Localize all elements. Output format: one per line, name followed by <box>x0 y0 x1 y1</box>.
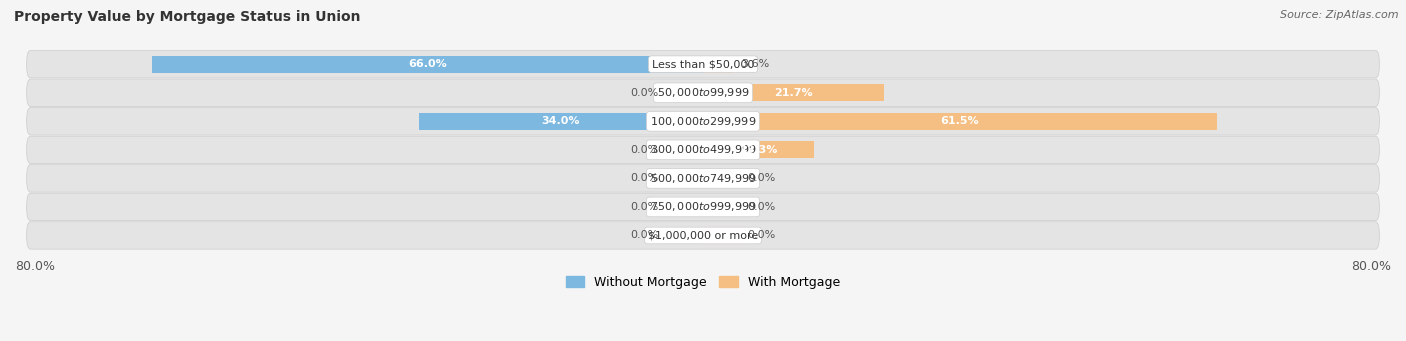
Bar <box>703 84 884 101</box>
Text: 0.0%: 0.0% <box>747 202 776 212</box>
Legend: Without Mortgage, With Mortgage: Without Mortgage, With Mortgage <box>561 271 845 294</box>
Text: 3.6%: 3.6% <box>741 59 769 69</box>
Text: 0.0%: 0.0% <box>630 88 659 98</box>
Bar <box>419 113 703 130</box>
Text: 0.0%: 0.0% <box>630 202 659 212</box>
Bar <box>661 198 703 216</box>
Text: Source: ZipAtlas.com: Source: ZipAtlas.com <box>1281 10 1399 20</box>
Text: $50,000 to $99,999: $50,000 to $99,999 <box>657 86 749 99</box>
Text: $100,000 to $299,999: $100,000 to $299,999 <box>650 115 756 128</box>
Text: $300,000 to $499,999: $300,000 to $499,999 <box>650 143 756 157</box>
Bar <box>703 198 745 216</box>
Text: 0.0%: 0.0% <box>747 173 776 183</box>
FancyBboxPatch shape <box>27 50 1379 78</box>
Text: 61.5%: 61.5% <box>941 116 979 126</box>
Bar <box>703 113 1216 130</box>
Bar <box>703 227 745 244</box>
FancyBboxPatch shape <box>27 108 1379 135</box>
Text: Property Value by Mortgage Status in Union: Property Value by Mortgage Status in Uni… <box>14 10 360 24</box>
Text: $1,000,000 or more: $1,000,000 or more <box>648 231 758 240</box>
Text: $750,000 to $999,999: $750,000 to $999,999 <box>650 201 756 213</box>
Bar <box>661 84 703 101</box>
FancyBboxPatch shape <box>27 136 1379 164</box>
Text: 13.3%: 13.3% <box>740 145 778 155</box>
FancyBboxPatch shape <box>27 79 1379 106</box>
Bar <box>661 141 703 159</box>
Bar <box>703 170 745 187</box>
Bar <box>703 141 814 159</box>
FancyBboxPatch shape <box>27 222 1379 249</box>
FancyBboxPatch shape <box>27 193 1379 221</box>
Text: $500,000 to $749,999: $500,000 to $749,999 <box>650 172 756 185</box>
Bar <box>661 227 703 244</box>
Bar <box>152 56 703 73</box>
Text: 21.7%: 21.7% <box>775 88 813 98</box>
Text: 66.0%: 66.0% <box>408 59 447 69</box>
Bar <box>703 56 733 73</box>
Text: 0.0%: 0.0% <box>630 231 659 240</box>
Text: 0.0%: 0.0% <box>747 231 776 240</box>
Text: 0.0%: 0.0% <box>630 173 659 183</box>
Text: Less than $50,000: Less than $50,000 <box>652 59 754 69</box>
Text: 0.0%: 0.0% <box>630 145 659 155</box>
FancyBboxPatch shape <box>27 165 1379 192</box>
Text: 34.0%: 34.0% <box>541 116 581 126</box>
Bar <box>661 170 703 187</box>
